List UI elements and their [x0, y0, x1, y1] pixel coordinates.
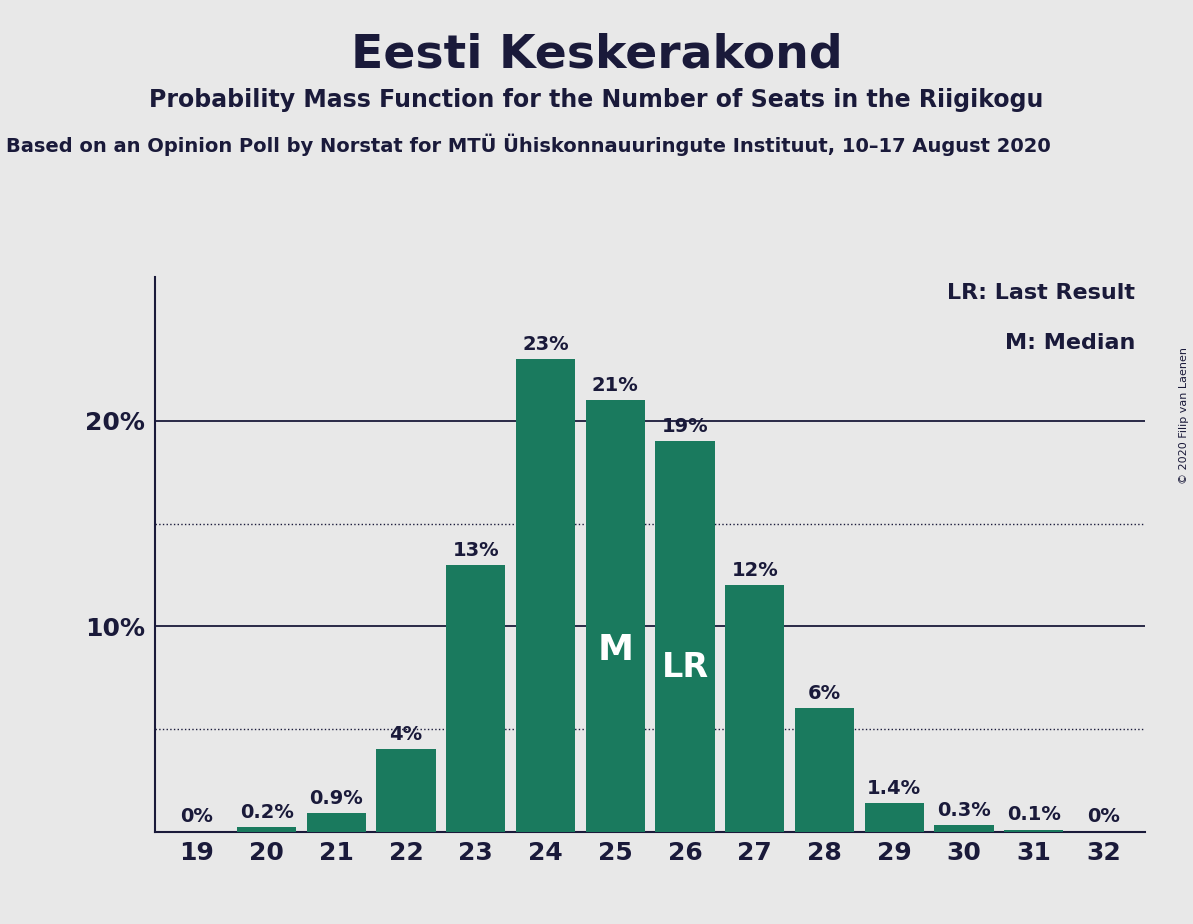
Bar	[934, 825, 994, 832]
Bar	[377, 749, 435, 832]
Bar	[865, 803, 923, 832]
Bar	[1005, 830, 1063, 832]
Text: 0.9%: 0.9%	[309, 789, 363, 808]
Text: 0.2%: 0.2%	[240, 803, 293, 822]
Text: Based on an Opinion Poll by Norstat for MTÜ Ühiskonnauuringute Instituut, 10–17 : Based on an Opinion Poll by Norstat for …	[6, 134, 1051, 156]
Bar	[725, 585, 785, 832]
Text: 0%: 0%	[180, 808, 214, 826]
Text: 19%: 19%	[662, 418, 709, 436]
Text: 23%: 23%	[523, 335, 569, 354]
Text: 13%: 13%	[452, 541, 499, 560]
Text: Probability Mass Function for the Number of Seats in the Riigikogu: Probability Mass Function for the Number…	[149, 88, 1044, 112]
Text: LR: Last Result: LR: Last Result	[947, 283, 1136, 303]
Bar	[795, 709, 854, 832]
Text: © 2020 Filip van Laenen: © 2020 Filip van Laenen	[1180, 347, 1189, 484]
Text: M: Median: M: Median	[1005, 333, 1136, 353]
Text: 12%: 12%	[731, 561, 778, 580]
Text: 0.3%: 0.3%	[938, 801, 991, 821]
Text: 1.4%: 1.4%	[867, 779, 921, 797]
Text: 0.1%: 0.1%	[1007, 806, 1061, 824]
Text: 0%: 0%	[1087, 808, 1120, 826]
Bar	[307, 813, 366, 832]
Text: Eesti Keskerakond: Eesti Keskerakond	[351, 32, 842, 78]
Text: LR: LR	[661, 651, 709, 685]
Text: M: M	[598, 634, 633, 667]
Bar	[655, 442, 715, 832]
Bar	[515, 359, 575, 832]
Bar	[446, 565, 506, 832]
Text: 6%: 6%	[808, 685, 841, 703]
Bar	[237, 828, 296, 832]
Text: 21%: 21%	[592, 376, 638, 395]
Text: 4%: 4%	[390, 725, 422, 745]
Bar	[586, 400, 645, 832]
